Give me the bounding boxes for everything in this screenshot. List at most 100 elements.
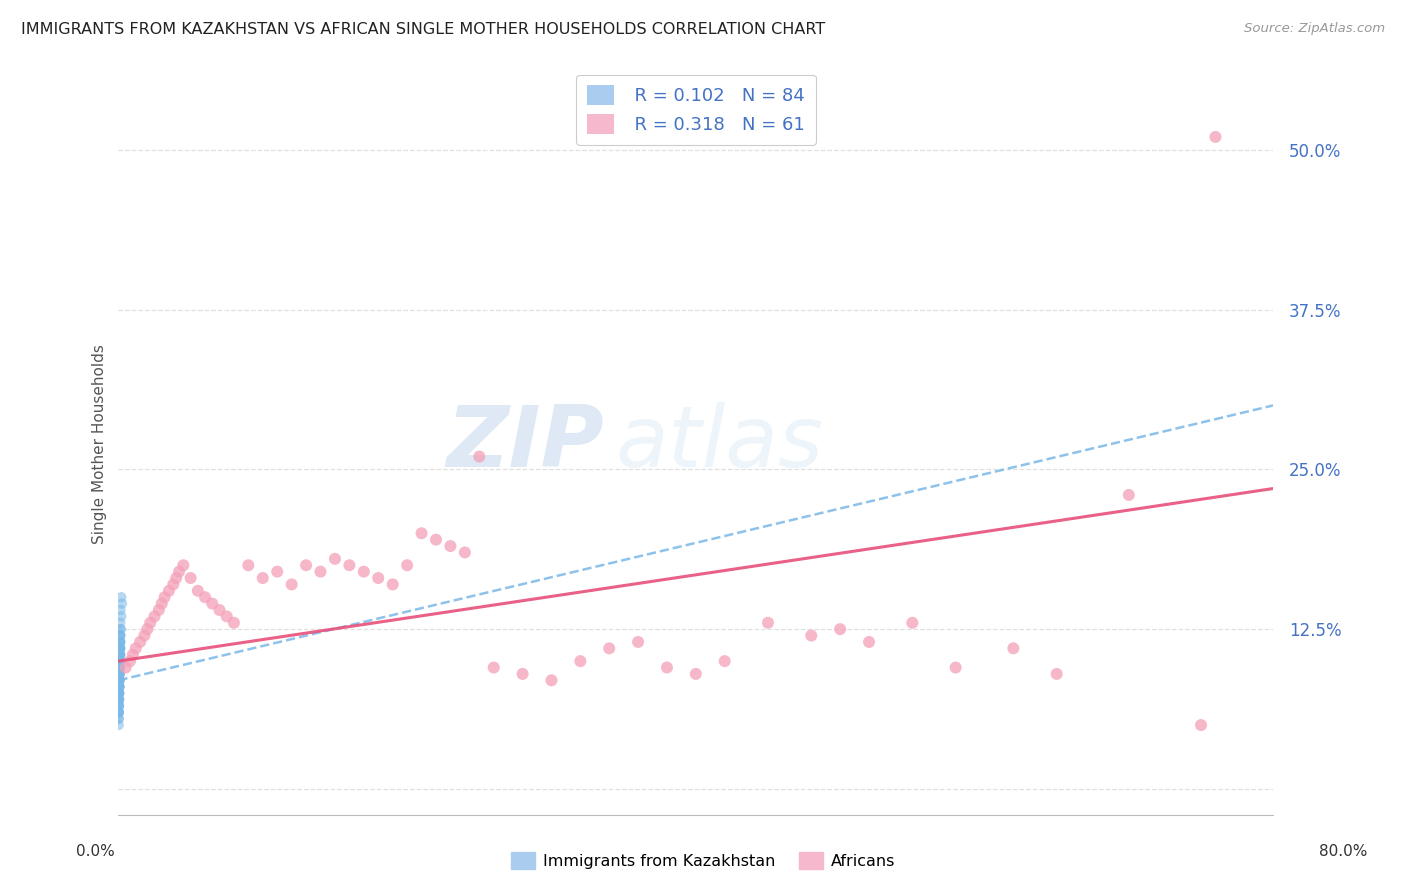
Point: [172, 558, 194, 573]
Point: [945, 660, 967, 674]
Point: [108, 706, 131, 720]
Text: IMMIGRANTS FROM KAZAKHSTAN VS AFRICAN SINGLE MOTHER HOUSEHOLDS CORRELATION CHART: IMMIGRANTS FROM KAZAKHSTAN VS AFRICAN SI…: [21, 22, 825, 37]
Point: [108, 692, 131, 706]
Point: [108, 673, 131, 688]
Point: [108, 686, 131, 700]
Point: [108, 648, 131, 662]
Point: [108, 635, 131, 649]
Point: [108, 680, 131, 694]
Point: [108, 667, 131, 681]
Point: [425, 533, 447, 547]
Point: [108, 641, 131, 656]
Point: [339, 558, 361, 573]
Point: [110, 603, 132, 617]
Point: [118, 654, 141, 668]
Point: [108, 686, 131, 700]
Point: [108, 654, 131, 668]
Point: [157, 583, 180, 598]
Point: [108, 698, 131, 713]
Point: [1046, 667, 1069, 681]
Point: [107, 712, 129, 726]
Point: [114, 660, 136, 674]
Point: [627, 635, 650, 649]
Y-axis label: Single Mother Households: Single Mother Households: [93, 343, 107, 544]
Point: [143, 609, 166, 624]
Point: [110, 629, 132, 643]
Point: [107, 698, 129, 713]
Point: [215, 609, 238, 624]
Point: [108, 629, 131, 643]
Point: [108, 673, 131, 688]
Point: [107, 706, 129, 720]
Point: [108, 635, 131, 649]
Point: [110, 622, 132, 636]
Point: [110, 648, 132, 662]
Point: [125, 641, 148, 656]
Point: [108, 648, 131, 662]
Point: [108, 648, 131, 662]
Point: [800, 629, 823, 643]
Point: [108, 686, 131, 700]
Point: [512, 667, 534, 681]
Point: [108, 667, 131, 681]
Point: [108, 654, 131, 668]
Point: [108, 698, 131, 713]
Point: [295, 558, 318, 573]
Point: [108, 692, 131, 706]
Point: [108, 680, 131, 694]
Point: [108, 660, 131, 674]
Point: [110, 641, 132, 656]
Point: [108, 692, 131, 706]
Point: [830, 622, 852, 636]
Point: [108, 654, 131, 668]
Point: [323, 552, 346, 566]
Point: [110, 635, 132, 649]
Point: [108, 667, 131, 681]
Point: [107, 686, 129, 700]
Point: [187, 583, 209, 598]
Point: [108, 686, 131, 700]
Point: [482, 660, 505, 674]
Text: 80.0%: 80.0%: [1319, 845, 1367, 859]
Point: [108, 667, 131, 681]
Text: atlas: atlas: [614, 402, 823, 485]
Legend: Immigrants from Kazakhstan, Africans: Immigrants from Kazakhstan, Africans: [505, 846, 901, 875]
Point: [468, 450, 491, 464]
Point: [110, 591, 132, 605]
Point: [396, 558, 419, 573]
Point: [139, 615, 162, 630]
Point: [108, 673, 131, 688]
Point: [108, 635, 131, 649]
Point: [148, 603, 170, 617]
Point: [134, 629, 156, 643]
Point: [108, 660, 131, 674]
Point: [107, 680, 129, 694]
Point: [108, 698, 131, 713]
Point: [454, 545, 477, 559]
Point: [1002, 641, 1025, 656]
Point: [108, 660, 131, 674]
Point: [107, 718, 129, 732]
Point: [108, 680, 131, 694]
Point: [108, 692, 131, 706]
Point: [108, 629, 131, 643]
Point: [411, 526, 433, 541]
Point: [108, 648, 131, 662]
Point: [110, 615, 132, 630]
Point: [108, 667, 131, 681]
Point: [1189, 718, 1212, 732]
Text: 0.0%: 0.0%: [76, 845, 115, 859]
Point: [238, 558, 260, 573]
Point: [901, 615, 924, 630]
Point: [108, 660, 131, 674]
Point: [252, 571, 274, 585]
Point: [756, 615, 779, 630]
Point: [208, 603, 231, 617]
Point: [165, 571, 187, 585]
Point: [110, 622, 132, 636]
Point: [150, 597, 173, 611]
Point: [108, 667, 131, 681]
Point: [108, 654, 131, 668]
Legend:   R = 0.102   N = 84,   R = 0.318   N = 61: R = 0.102 N = 84, R = 0.318 N = 61: [576, 75, 815, 145]
Point: [439, 539, 461, 553]
